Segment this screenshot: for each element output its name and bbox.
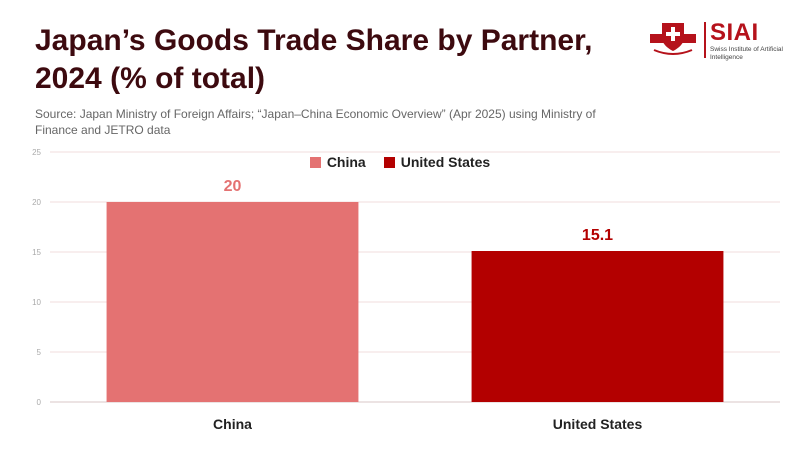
logo-divider xyxy=(704,22,706,58)
bar-united-states xyxy=(471,251,724,402)
logo-name: SIAI xyxy=(710,19,759,46)
legend-item-china: China xyxy=(309,154,366,170)
chart-source: Source: Japan Ministry of Foreign Affair… xyxy=(35,107,596,137)
legend-swatch-united-states xyxy=(383,156,395,168)
chart-legend: China United States xyxy=(0,154,800,170)
legend-label-china: China xyxy=(326,154,366,170)
x-tick-label-china: China xyxy=(213,416,252,432)
siai-logo: SIAI Swiss Institute of Artificial Intel… xyxy=(648,19,783,62)
legend-swatch-china xyxy=(309,156,321,168)
y-tick-label: 5 xyxy=(37,348,42,357)
legend-item-united-states: United States xyxy=(383,154,491,170)
data-label-china: 20 xyxy=(224,178,242,195)
y-tick-label: 15 xyxy=(32,248,41,257)
legend-label-united-states: United States xyxy=(400,154,491,170)
x-tick-label-united-states: United States xyxy=(553,416,643,432)
data-label-united-states: 15.1 xyxy=(582,227,613,244)
bar-china xyxy=(106,202,359,402)
chart-title: Japan’s Goods Trade Share by Partner, 20… xyxy=(35,24,593,95)
swiss-cross-shield-icon xyxy=(650,23,696,55)
y-tick-label: 0 xyxy=(37,398,42,407)
y-tick-label: 20 xyxy=(32,198,41,207)
y-tick-label: 25 xyxy=(32,148,41,157)
logo-subtitle: Swiss Institute of Artificial Intelligen… xyxy=(710,46,783,61)
y-tick-label: 10 xyxy=(32,298,41,307)
